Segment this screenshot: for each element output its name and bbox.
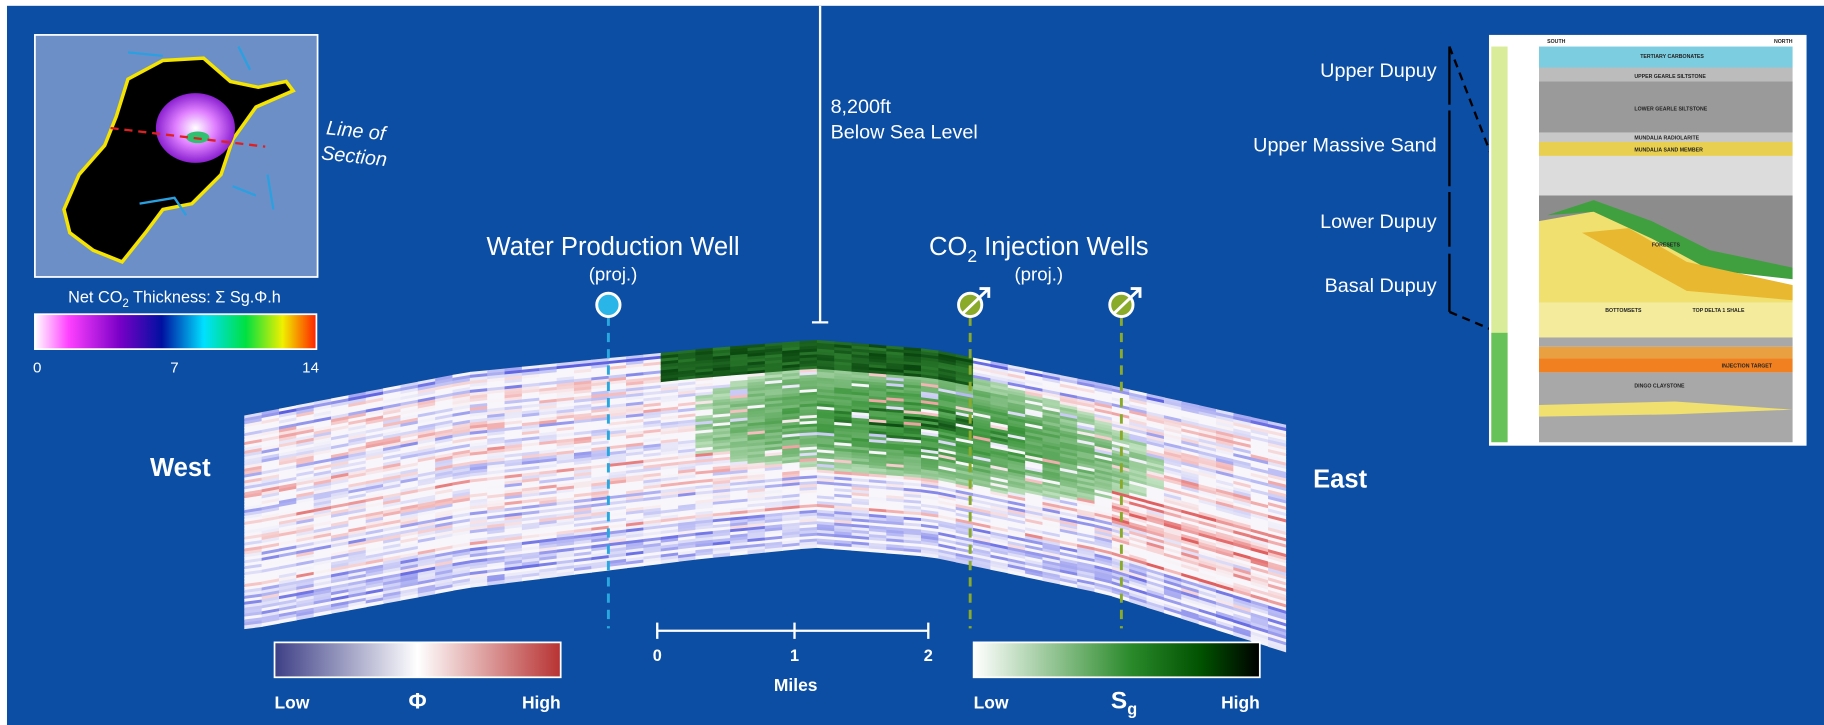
unit-label: Upper Dupuy [1320,60,1437,82]
column-label: MUNDALIA RADIOLARITE [1634,136,1699,142]
figure: Line ofSection Net CO2 Thickness: Σ Sg.Φ… [0,0,1824,725]
saturation-colorbar [974,642,1260,677]
column-label: TOP DELTA 1 SHALE [1693,308,1745,314]
tick-label: 7 [170,359,178,376]
legend-high: High [1221,693,1260,713]
label-part: CO [929,233,967,261]
depth-text: 8,200ft [831,96,892,118]
column-label: INJECTION TARGET [1722,364,1773,370]
column-label: UPPER GEARLE SILTSTONE [1634,74,1706,80]
age-band [1491,333,1507,442]
legend-low: Low [974,693,1009,713]
column-label: BOTTOMSETS [1605,308,1642,314]
layer [1539,337,1793,346]
label-part: Injection Wells [977,233,1149,261]
subscript: 2 [967,246,977,266]
well-label: Water Production Well [487,233,740,261]
legend-low: Low [275,693,310,713]
plume-core [186,132,209,144]
unit-label: Lower Dupuy [1320,211,1437,233]
thickness-colorbar [35,314,317,349]
column-label: DINGO CLAYSTONE [1634,384,1685,390]
tick-label: 0 [33,359,41,376]
east-label: East [1313,466,1368,494]
unit-label: Upper Massive Sand [1253,134,1436,156]
column-label: LOWER GEARLE SILTSTONE [1634,107,1707,113]
layer [1539,156,1793,196]
legend-high: High [522,693,561,713]
layer [1539,347,1793,359]
co2-plume-map [156,93,235,163]
subscript: g [1127,701,1137,719]
water-well-symbol [597,293,620,316]
title-part: Thickness: Σ Sg.Φ.h [129,289,281,307]
left-edge [0,0,7,725]
west-label: West [150,454,211,482]
layer [1539,303,1793,338]
tick-label: 14 [302,359,319,376]
column-label: MUNDALIA SAND MEMBER [1634,147,1703,153]
well-note: (proj.) [1014,263,1063,284]
porosity-colorbar [275,642,561,677]
legend-symbol: Φ [409,689,427,714]
top-edge [0,0,1824,6]
symbol-part: S [1111,688,1127,715]
scale-unit: Miles [774,675,818,695]
column-label: TERTIARY CARBONATES [1640,54,1704,60]
scale-tick: 2 [924,647,933,665]
strat-column: SOUTH NORTH TERTIARY CARBONATES UPPER GE… [1489,35,1807,446]
well-note: (proj.) [589,263,638,284]
depth-text: Below Sea Level [831,121,978,143]
page: Line ofSection Net CO2 Thickness: Σ Sg.Φ… [0,0,1824,725]
column-label: SOUTH [1547,39,1565,45]
title-part: Net CO [68,289,122,307]
scale-tick: 0 [653,647,662,665]
column-label: FORESETS [1652,243,1681,249]
scale-tick: 1 [790,647,799,665]
column-label: NORTH [1774,39,1793,45]
unit-label: Basal Dupuy [1325,275,1437,297]
